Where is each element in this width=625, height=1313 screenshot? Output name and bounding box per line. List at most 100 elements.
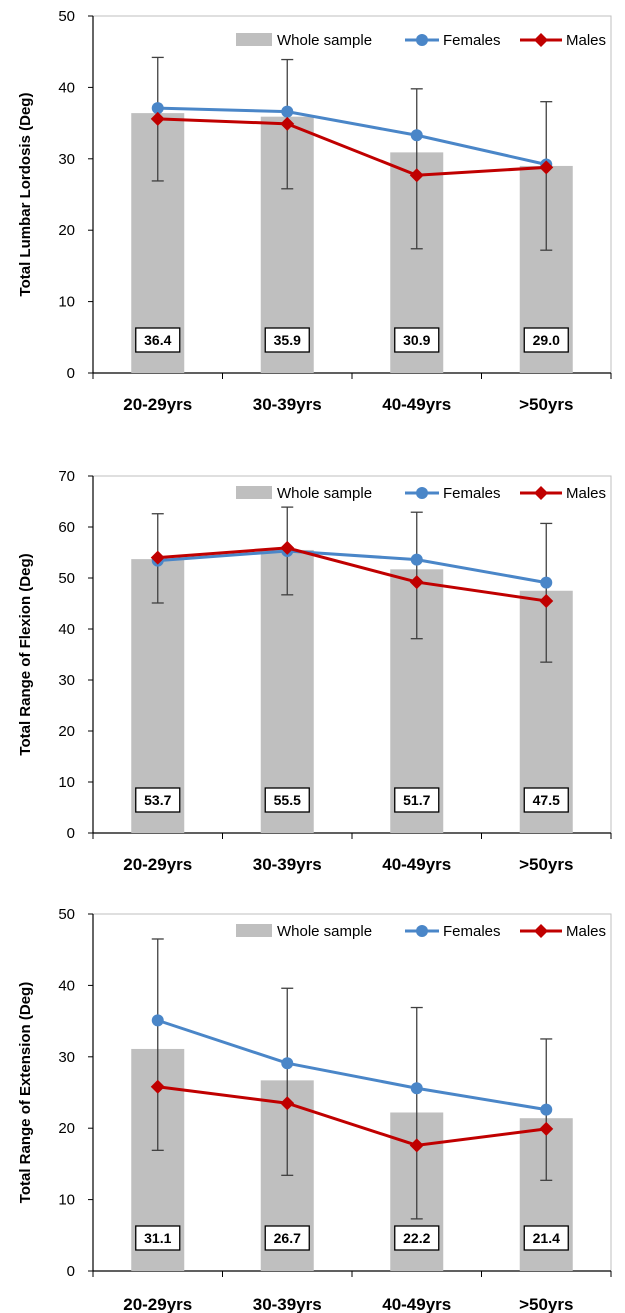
y-tick-label: 50: [58, 906, 75, 923]
marker-females: [151, 102, 164, 115]
y-tick-label: 30: [58, 672, 75, 689]
value-label: 31.1: [144, 1230, 171, 1246]
value-label: 47.5: [533, 792, 560, 808]
value-label-box: [264, 327, 310, 353]
value-label: 55.5: [274, 792, 301, 808]
legend: Whole sample Females Males: [236, 485, 606, 502]
value-label-box: [523, 327, 569, 353]
legend: Whole sample Females Males: [236, 32, 606, 49]
marker-males: [409, 575, 424, 590]
y-tick-label: 20: [58, 222, 75, 239]
value-label: 21.4: [533, 1230, 560, 1246]
marker-males: [150, 111, 165, 126]
legend-swatch-whole-sample: [236, 486, 272, 499]
y-tick-label: 60: [58, 519, 75, 536]
marker-females: [151, 1014, 164, 1027]
legend-marker-females: [416, 925, 428, 937]
error-bar: [151, 938, 164, 1151]
value-label-box: [135, 787, 181, 813]
x-tick-label: >50yrs: [519, 1295, 573, 1313]
value-label: 51.7: [403, 792, 430, 808]
bar-whole-sample: [260, 549, 314, 833]
value-label: 35.9: [274, 332, 301, 348]
y-tick-label: 20: [58, 1120, 75, 1137]
legend-label-females: Females: [443, 485, 501, 502]
value-label-box: [264, 1225, 310, 1251]
value-label-box: [523, 1225, 569, 1251]
y-axis-label: Total Lumbar Lordosis (Deg): [17, 93, 34, 297]
y-axis-label: Total Range of Extension (Deg): [17, 982, 34, 1203]
error-bar: [540, 101, 553, 251]
x-tick-label: 40-49yrs: [382, 1295, 451, 1313]
marker-females: [281, 105, 294, 118]
value-label: 36.4: [144, 332, 171, 348]
line-males: [157, 1085, 547, 1147]
marker-females: [410, 1082, 423, 1095]
y-tick-label: 10: [58, 774, 75, 791]
y-tick-label: 20: [58, 723, 75, 740]
y-tick-label: 0: [67, 825, 75, 842]
legend-marker-males: [534, 924, 548, 938]
marker-males: [409, 1138, 424, 1153]
value-label: 30.9: [403, 332, 430, 348]
legend-label-males: Males: [566, 923, 606, 940]
line-females: [157, 1018, 547, 1112]
line-females: [157, 106, 547, 166]
line-males: [157, 117, 547, 177]
y-tick-label: 70: [58, 468, 75, 485]
chart-panel-3: 0 10 20 30 40 50 Total Range of Extension (Deg…: [17, 906, 612, 1313]
y-tick-label: 30: [58, 1049, 75, 1066]
legend-marker-males: [534, 33, 548, 47]
y-tick-label: 10: [58, 1192, 75, 1209]
chart-panel-2: 0 10 20 30 40 50 60 70 Total Range of Flexion (D…: [17, 468, 612, 874]
y-axis-label: Total Range of Flexion (Deg): [17, 553, 34, 755]
error-bar: [540, 522, 553, 663]
x-tick-label: 30-39yrs: [253, 395, 322, 414]
x-tick-label: 20-29yrs: [123, 855, 192, 874]
value-label-box: [135, 1225, 181, 1251]
legend-marker-females: [416, 34, 428, 46]
legend-label-whole-sample: Whole sample: [277, 32, 372, 49]
x-tick-label: 20-29yrs: [123, 1295, 192, 1313]
legend-marker-females: [416, 487, 428, 499]
marker-females: [281, 1057, 294, 1070]
value-label-box: [394, 1225, 440, 1251]
legend-marker-males: [534, 486, 548, 500]
error-bar: [410, 1006, 423, 1220]
error-bar: [281, 987, 294, 1176]
legend-label-females: Females: [443, 923, 501, 940]
value-label: 26.7: [274, 1230, 301, 1246]
marker-males: [280, 1096, 295, 1111]
y-tick-label: 40: [58, 977, 75, 994]
marker-males: [150, 1079, 165, 1094]
marker-males: [280, 540, 295, 555]
legend-swatch-whole-sample: [236, 33, 272, 46]
chart-panel-1: 0 10 20 30 40 50 Total Lumbar Lordosis (Deg) 20…: [17, 8, 612, 414]
x-tick-label: >50yrs: [519, 855, 573, 874]
marker-males: [539, 160, 554, 175]
marker-males: [539, 1121, 554, 1136]
x-tick-label: 40-49yrs: [382, 855, 451, 874]
value-label: 29.0: [533, 332, 560, 348]
marker-males: [409, 168, 424, 183]
marker-males: [150, 550, 165, 565]
legend-label-males: Males: [566, 485, 606, 502]
y-tick-label: 50: [58, 8, 75, 25]
legend-label-whole-sample: Whole sample: [277, 485, 372, 502]
x-tick-label: 20-29yrs: [123, 395, 192, 414]
marker-females: [540, 576, 553, 589]
value-label-box: [394, 787, 440, 813]
value-label: 22.2: [403, 1230, 430, 1246]
marker-females: [540, 1103, 553, 1116]
y-tick-label: 30: [58, 151, 75, 168]
y-tick-label: 0: [67, 365, 75, 382]
marker-males: [539, 593, 554, 608]
line-males: [157, 546, 547, 603]
y-tick-label: 50: [58, 570, 75, 587]
legend-swatch-whole-sample: [236, 924, 272, 937]
value-label-box: [264, 787, 310, 813]
value-label-box: [523, 787, 569, 813]
legend-label-females: Females: [443, 32, 501, 49]
marker-females: [410, 553, 423, 566]
y-tick-label: 0: [67, 1263, 75, 1280]
